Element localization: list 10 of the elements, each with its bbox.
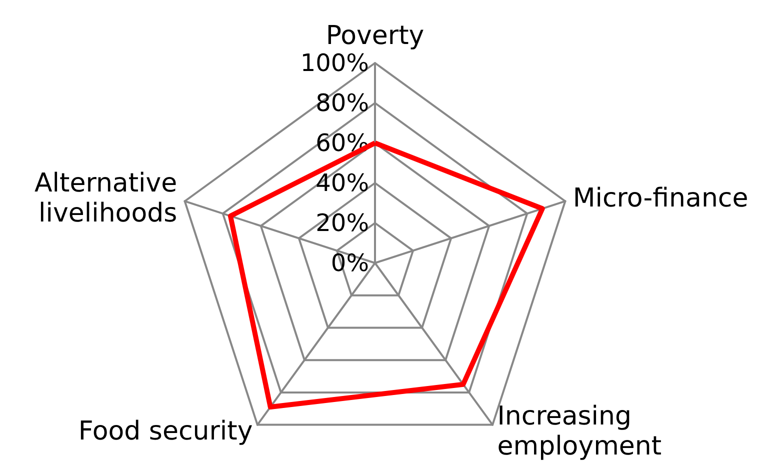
- y-tick-label: 80%: [316, 89, 369, 117]
- spoke-label: Increasing employment: [497, 401, 662, 462]
- spoke-label: Micro-finance: [572, 184, 748, 214]
- spoke-label: Alternative livelihoods: [34, 168, 178, 229]
- y-tick-label: 20%: [316, 209, 369, 237]
- spoke-label: Food security: [78, 416, 253, 446]
- y-tick-label: 100%: [300, 49, 369, 77]
- y-tick-label: 0%: [330, 249, 369, 277]
- spoke-label: Poverty: [326, 21, 424, 52]
- y-tick-label: 40%: [316, 169, 369, 197]
